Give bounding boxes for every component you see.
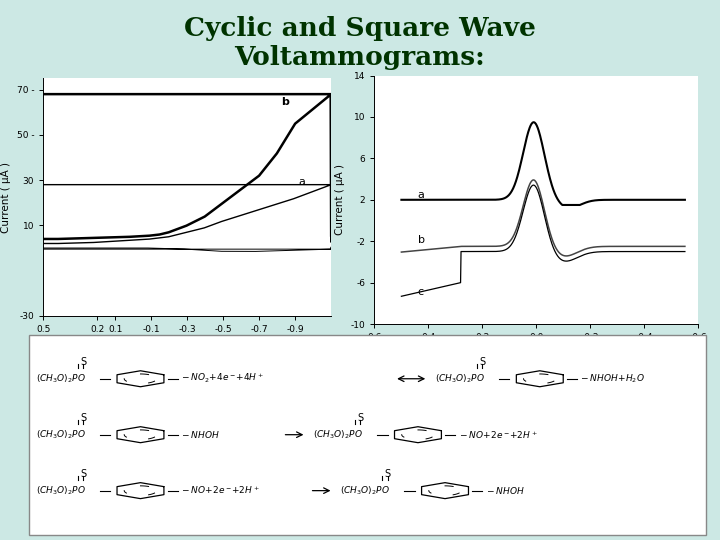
Text: $(CH_3O)_2PO$: $(CH_3O)_2PO$ [35,484,86,497]
Text: $\!-NO\!+\!2e^-\!\!+\!2H^+$: $\!-NO\!+\!2e^-\!\!+\!2H^+$ [459,429,537,441]
Text: Cyclic and Square Wave
Voltammograms:: Cyclic and Square Wave Voltammograms: [184,16,536,70]
Text: S: S [357,413,364,423]
Text: $\!-NHOH$: $\!-NHOH$ [486,485,524,496]
Text: $(CH_3O)_2PO$: $(CH_3O)_2PO$ [35,373,86,385]
Text: b: b [418,235,425,245]
Text: $(CH_3O)_2PO$: $(CH_3O)_2PO$ [35,428,86,441]
Text: S: S [480,357,485,367]
Y-axis label: Current ( μA ): Current ( μA ) [1,161,11,233]
X-axis label: Potential ( V ): Potential ( V ) [152,340,222,349]
Text: $(CH_3O)_2PO$: $(CH_3O)_2PO$ [435,373,485,385]
Text: S: S [80,413,86,423]
Text: a: a [299,177,306,187]
Text: $\!-NO_2\!+\!4e^-\!\!+\!4H^+$: $\!-NO_2\!+\!4e^-\!\!+\!4H^+$ [181,372,264,386]
Text: $(CH_3O)_2PO$: $(CH_3O)_2PO$ [313,428,363,441]
Y-axis label: Current ( μA ): Current ( μA ) [335,164,345,235]
Text: S: S [80,469,86,478]
Text: b: b [281,97,289,107]
Text: c: c [418,287,424,297]
Text: S: S [80,357,86,367]
Text: $\!-NHOH$: $\!-NHOH$ [181,429,220,440]
Text: $\!-NHOH\!+\!H_2O$: $\!-NHOH\!+\!H_2O$ [580,373,645,385]
Text: $(CH_3O)_2PO$: $(CH_3O)_2PO$ [340,484,390,497]
Text: $\!-NO\!+\!2e^-\!\!+\!2H^+$: $\!-NO\!+\!2e^-\!\!+\!2H^+$ [181,485,260,496]
Text: a: a [418,190,425,200]
Text: S: S [384,469,390,478]
X-axis label: Potential ( V ): Potential ( V ) [492,348,580,357]
